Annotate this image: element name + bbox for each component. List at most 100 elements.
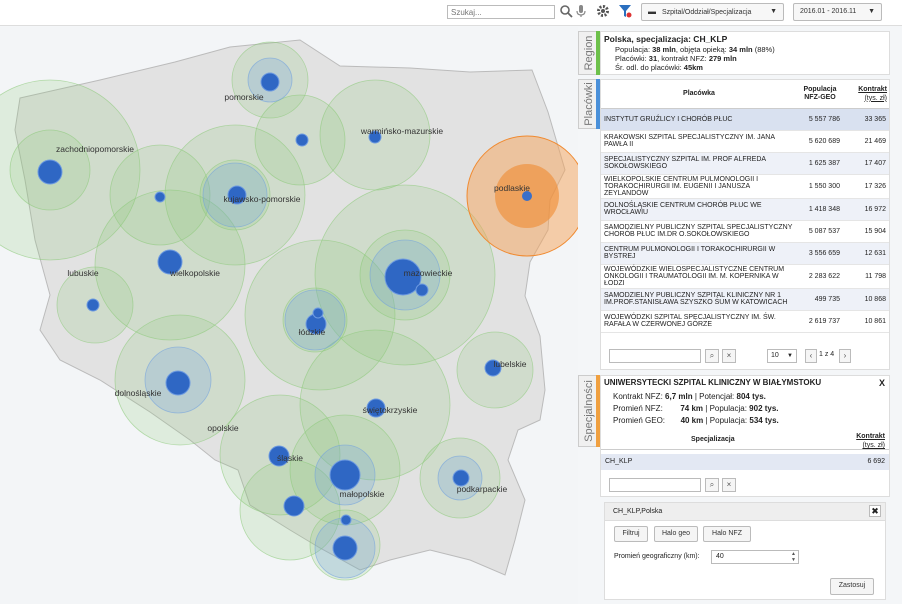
table-row[interactable]: CH_KLP 6 692 [601,454,889,470]
search-icon[interactable] [558,4,574,20]
hospital-marker [484,359,502,377]
region-population-line: Populacja: 38 mln, objęta opieką: 34 mln… [615,45,775,54]
search-input[interactable] [447,5,555,19]
close-icon[interactable]: X [878,378,885,388]
region-label: wielkopolskie [169,268,220,278]
chevron-down-icon: ▼ [868,8,875,15]
facility-contract: 11 798 [843,264,889,289]
spinner-arrows-icon[interactable]: ▲ ▼ [791,551,796,563]
table-header-row: Placówka Populacja NFZ-GEO Kontrakt (tys… [601,80,889,109]
folder-icon: ▬ [648,7,656,16]
nfz-radius-value: 74 km [680,404,704,413]
hospital-marker [312,307,324,319]
halo-geo-button[interactable]: Halo geo [654,526,698,542]
apply-button[interactable]: Zastosuj [830,578,874,595]
col-contract[interactable]: Kontrakt (tys. zł) [856,432,885,450]
table-row[interactable]: SAMODZIELNY PUBLICZNY SZPITAL SPECJALIST… [601,220,889,243]
clear-filter-icon[interactable]: × [722,478,736,492]
col-contract-label: Kontrakt [856,433,885,440]
potential-value: 804 tys. [736,392,766,401]
date-range-select[interactable]: 2016.01 - 2016.11 ▼ [793,3,882,21]
tab-facilities-label: Placówki [583,82,595,126]
clear-filter-icon[interactable]: × [722,349,736,363]
filter-icon[interactable] [617,4,633,20]
filtruj-button[interactable]: Filtruj [614,526,648,542]
geo-radius-label: Promień GEO: [613,416,666,425]
contract-label: Kontrakt NFZ: [613,392,663,401]
region-distance-line: Śr. odl. do placówki: 45km [615,63,703,72]
table-row[interactable]: CENTRUM PULMONOLOGII I TORAKOCHIRURGII W… [601,242,889,265]
col-contract[interactable]: Kontrakt (tys. zł) [843,80,889,109]
facility-name: KRAKOWSKI SZPITAL SPECJALISTYCZNY IM. JA… [601,130,797,153]
facility-filter-input[interactable] [609,349,701,363]
facilities-value: 31 [648,54,658,63]
facilities-label: Placówki: [615,54,647,63]
col-contract-label: Kontrakt [858,85,887,93]
region-label: lubuskie [67,268,98,278]
halo-nfz-button[interactable]: Halo NFZ [703,526,751,542]
col-facility[interactable]: Placówka [601,80,797,109]
region-label: pomorskie [224,92,263,102]
col-population[interactable]: Populacja NFZ-GEO [797,80,843,109]
region-label: łódzkie [299,327,326,337]
tab-color-bar [596,31,600,75]
facility-contract: 17 407 [843,152,889,175]
hospital-marker [384,258,422,296]
col-contract-unit: (tys. zł) [862,442,885,449]
region-facilities-line: Placówki: 31, kontrakt NFZ: 279 mln [615,54,737,63]
facility-population: 2 619 737 [797,310,843,333]
hospital-geo-radius-line: Promień GEO: 40 km | Populacja: 534 tys. [613,416,779,425]
tab-facilities[interactable]: Placówki [578,79,600,129]
map-canvas[interactable]: pomorskie warmińsko-mazurskie zachodniop… [0,27,578,604]
map[interactable]: pomorskie warmińsko-mazurskie zachodniop… [0,27,578,604]
specialties-header: Specjalizacja Kontrakt (tys. zł) [601,432,889,450]
facility-contract: 12 631 [843,242,889,265]
filter-panel: CH_KLP,Polska ✖ Filtruj Halo geo Halo NF… [604,502,886,600]
tab-specialties-label: Specjalności [583,380,595,442]
radius-label: Promień geograficzny (km): [614,553,700,560]
hospital-marker [295,133,309,147]
hospital-marker [227,185,247,205]
distance-value: 45km [683,63,703,72]
region-label: kujawsko-pomorskie [224,194,301,204]
nfz-radius-label: Promień NFZ: [613,404,663,413]
next-page-button[interactable]: › [839,349,851,363]
specialty-filter-input[interactable] [609,478,701,492]
hospital-marker [452,469,470,487]
facility-population: 1 625 387 [797,152,843,175]
microphone-icon[interactable] [573,4,589,20]
gear-icon[interactable] [595,4,611,20]
facility-population: 1 550 300 [797,174,843,199]
close-icon[interactable]: ✖ [869,505,881,517]
facility-population: 2 283 622 [797,264,843,289]
table-row[interactable]: WOJEWÓDZKI SZPITAL SPECJALISTYCZNY IM. Ś… [601,310,889,333]
prev-page-button[interactable]: ‹ [805,349,817,363]
facility-population: 499 735 [797,288,843,311]
table-row[interactable]: WOJEWÓDZKIE WIELOSPECJALISTYCZNE CENTRUM… [601,264,889,289]
search-icon[interactable]: ⌕ [705,478,719,492]
region-title: Polska, specjalizacja: CH_KLP [604,34,728,44]
tab-region[interactable]: Region [578,31,600,75]
table-row[interactable]: SPECJALISTYCZNY SZPITAL IM. PROF ALFREDA… [601,152,889,175]
table-row[interactable]: DOLNOŚLĄSKIE CENTRUM CHORÓB PŁUC WE WROC… [601,198,889,221]
table-row[interactable]: KRAKOWSKI SZPITAL SPECJALISTYCZNY IM. JA… [601,130,889,153]
distance-label: Śr. odl. do placówki: [615,63,682,72]
table-row[interactable]: SAMODZIELNY PUBLICZNY SZPITAL KLINICZNY … [601,288,889,311]
radius-input[interactable]: 40 ▲ ▼ [711,550,799,564]
table-row[interactable]: INSTYTUT GRUŹLICY I CHORÓB PŁUC 5 557 786… [601,108,889,131]
facility-population: 1 418 348 [797,198,843,221]
col-specialty[interactable]: Specjalizacja [691,436,735,443]
specialties-panel: UNIWERSYTECKI SZPITAL KLINICZNY W BIAŁYM… [600,375,890,497]
table-row[interactable]: WIELKOPOLSKIE CENTRUM PULMONOLOGII I TOR… [601,174,889,199]
page-size-select[interactable]: 10 ▼ [767,349,797,363]
facility-name: WIELKOPOLSKIE CENTRUM PULMONOLOGII I TOR… [601,174,797,199]
tab-specialties[interactable]: Specjalności [578,375,600,447]
search-icon[interactable]: ⌕ [705,349,719,363]
level-select[interactable]: ▬ Szpital/Oddział/Specjalizacja ▼ [641,3,784,21]
potential-label: | Potencjał: [694,392,735,401]
population-label: | Populacja: [705,404,747,413]
hospital-marker [368,130,382,144]
facility-population: 5 087 537 [797,220,843,243]
contract-label: , kontrakt NFZ: [657,54,707,63]
facility-name: SAMODZIELNY PUBLICZNY SZPITAL SPECJALIST… [601,220,797,243]
